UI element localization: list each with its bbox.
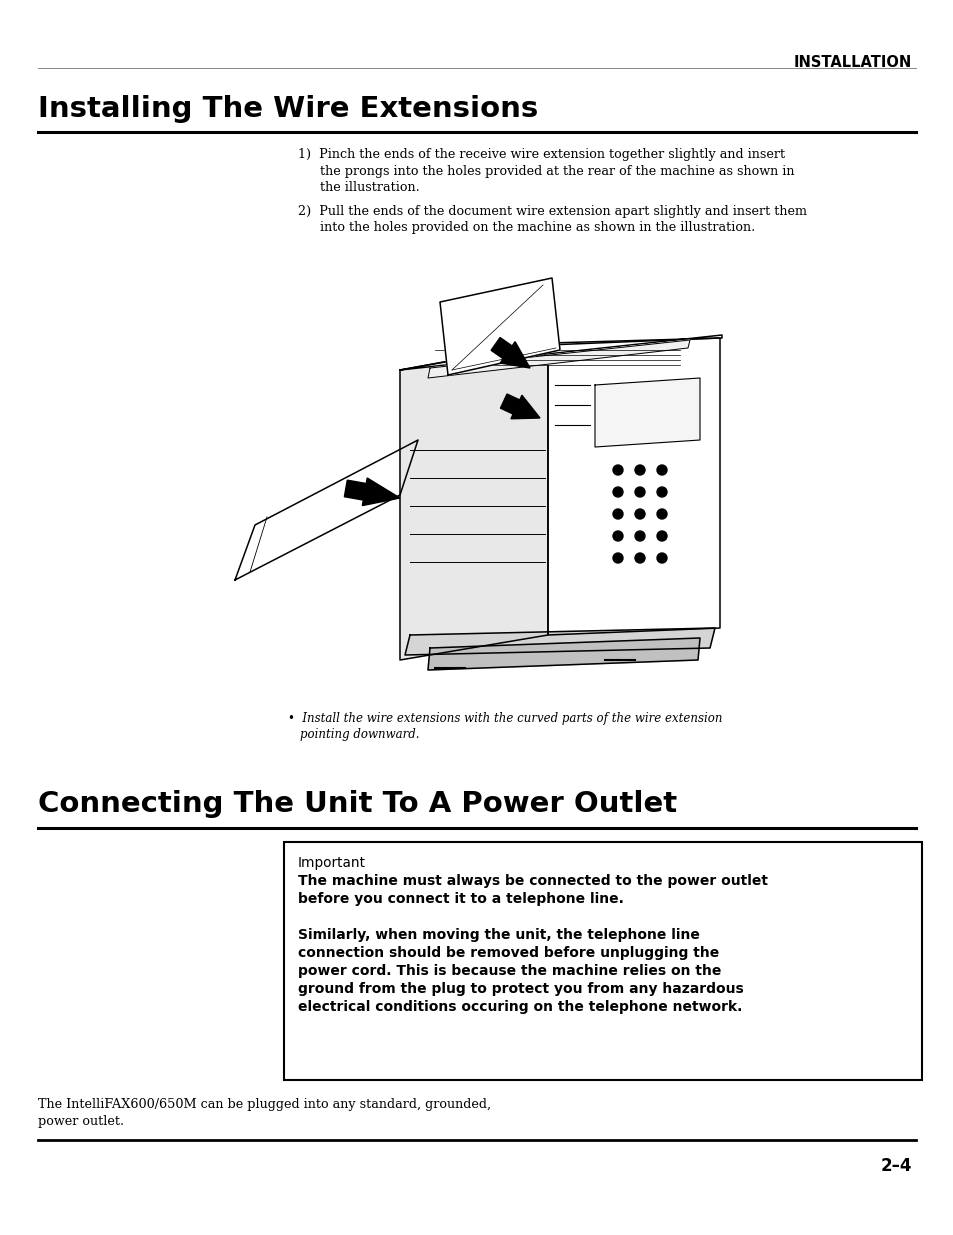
Polygon shape	[547, 338, 720, 635]
Circle shape	[635, 531, 644, 541]
Text: into the holes provided on the machine as shown in the illustration.: into the holes provided on the machine a…	[319, 221, 755, 233]
Polygon shape	[439, 278, 559, 375]
Polygon shape	[405, 629, 714, 655]
Text: •  Install the wire extensions with the curved parts of the wire extension: • Install the wire extensions with the c…	[288, 713, 721, 725]
Text: Similarly, when moving the unit, the telephone line: Similarly, when moving the unit, the tel…	[297, 927, 700, 942]
Text: Connecting The Unit To A Power Outlet: Connecting The Unit To A Power Outlet	[38, 790, 677, 818]
Polygon shape	[491, 337, 530, 368]
Polygon shape	[344, 478, 399, 505]
Text: 2)  Pull the ends of the document wire extension apart slightly and insert them: 2) Pull the ends of the document wire ex…	[297, 205, 806, 219]
Circle shape	[657, 487, 666, 496]
Polygon shape	[399, 335, 721, 370]
Text: Important: Important	[297, 856, 366, 869]
Circle shape	[635, 487, 644, 496]
Circle shape	[657, 466, 666, 475]
Circle shape	[635, 553, 644, 563]
Text: 2–4: 2–4	[880, 1157, 911, 1174]
Circle shape	[613, 531, 622, 541]
Polygon shape	[234, 440, 417, 580]
Circle shape	[657, 553, 666, 563]
Circle shape	[657, 531, 666, 541]
Text: before you connect it to a telephone line.: before you connect it to a telephone lin…	[297, 892, 623, 906]
Circle shape	[657, 509, 666, 519]
Text: Installing The Wire Extensions: Installing The Wire Extensions	[38, 95, 537, 124]
Text: INSTALLATION: INSTALLATION	[793, 56, 911, 70]
Text: The IntelliFAX600/650M can be plugged into any standard, grounded,: The IntelliFAX600/650M can be plugged in…	[38, 1098, 491, 1112]
Text: The machine must always be connected to the power outlet: The machine must always be connected to …	[297, 874, 767, 888]
Text: the prongs into the holes provided at the rear of the machine as shown in: the prongs into the holes provided at th…	[319, 165, 794, 178]
Polygon shape	[428, 340, 689, 378]
Text: power cord. This is because the machine relies on the: power cord. This is because the machine …	[297, 965, 720, 978]
Polygon shape	[428, 638, 700, 671]
Circle shape	[613, 487, 622, 496]
Bar	[284, 842, 921, 1079]
Text: power outlet.: power outlet.	[38, 1115, 124, 1128]
Text: electrical conditions occuring on the telephone network.: electrical conditions occuring on the te…	[297, 1000, 741, 1014]
Circle shape	[613, 553, 622, 563]
Circle shape	[613, 466, 622, 475]
Text: connection should be removed before unplugging the: connection should be removed before unpl…	[297, 946, 719, 960]
Polygon shape	[399, 343, 547, 659]
Polygon shape	[500, 394, 539, 419]
Polygon shape	[595, 378, 700, 447]
Circle shape	[635, 466, 644, 475]
Text: 1)  Pinch the ends of the receive wire extension together slightly and insert: 1) Pinch the ends of the receive wire ex…	[297, 148, 784, 161]
Text: pointing downward.: pointing downward.	[299, 727, 419, 741]
Text: ground from the plug to protect you from any hazardous: ground from the plug to protect you from…	[297, 982, 743, 995]
Text: the illustration.: the illustration.	[319, 182, 419, 194]
Circle shape	[635, 509, 644, 519]
Circle shape	[613, 509, 622, 519]
